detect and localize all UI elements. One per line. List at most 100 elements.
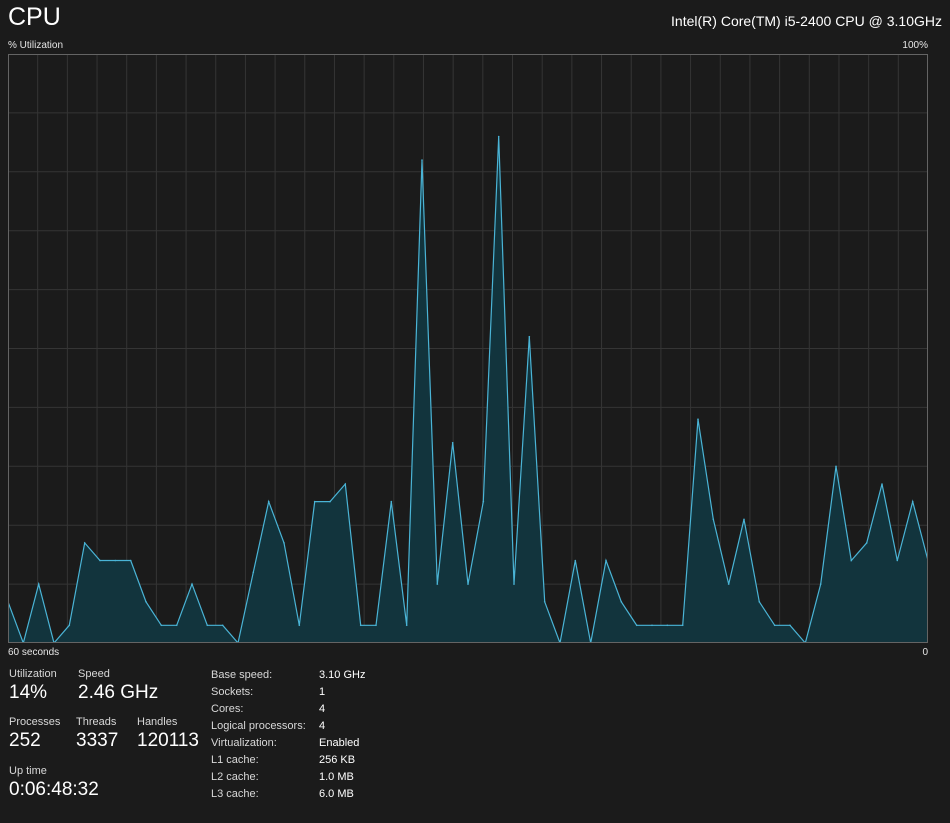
graph-y-label: % Utilization	[8, 40, 64, 51]
utilization-point	[727, 583, 730, 585]
utilization-point	[451, 441, 454, 444]
stat-threads-label: Threads	[76, 716, 117, 728]
cpu-details-table: Base speed: 3.10 GHz Sockets: 1 Cores: 4 Lo…	[211, 668, 365, 804]
utilization-point	[283, 542, 285, 544]
utilization-point	[467, 583, 469, 585]
utilization-point	[436, 583, 439, 585]
detail-row-l2-cache: L2 cache: 1.0 MB	[211, 770, 365, 787]
utilization-point	[145, 601, 147, 603]
stat-speed: Speed 2.46 GHz	[78, 668, 158, 704]
graph-y-max-label: 100%	[902, 40, 928, 51]
stat-utilization-label: Utilization	[9, 668, 57, 680]
stat-handles-label: Handles	[137, 716, 178, 728]
detail-key: L2 cache:	[211, 771, 259, 783]
utilization-point	[344, 483, 347, 485]
utilization-point	[911, 500, 914, 503]
utilization-point	[252, 571, 255, 574]
stat-handles-value: 120113	[137, 730, 199, 751]
utilization-point	[543, 601, 546, 603]
detail-key: Base speed:	[211, 669, 273, 681]
utilization-point	[99, 559, 101, 562]
graph-grid	[8, 54, 928, 643]
utilization-point	[620, 601, 623, 603]
detail-key: L1 cache:	[211, 754, 259, 766]
utilization-point	[697, 418, 699, 421]
utilization-area-fill	[8, 136, 928, 643]
utilization-point	[206, 624, 209, 627]
detail-key: Sockets:	[211, 686, 254, 698]
utilization-point	[881, 483, 883, 485]
utilization-point	[712, 518, 715, 521]
utilization-point	[482, 500, 485, 503]
graph-border	[8, 54, 928, 643]
utilization-point	[819, 583, 822, 585]
utilization-series-line	[8, 136, 928, 643]
utilization-point	[513, 583, 515, 585]
stat-processes-value: 252	[9, 730, 41, 751]
stat-speed-label: Speed	[78, 668, 110, 680]
utilization-point	[160, 624, 163, 627]
detail-value: 3.10 GHz	[319, 669, 366, 681]
page-title: CPU	[8, 3, 61, 31]
utilization-point	[758, 601, 761, 603]
utilization-point	[68, 624, 71, 627]
utilization-point	[865, 542, 868, 544]
utilization-point	[497, 135, 500, 138]
utilization-point	[83, 542, 86, 544]
utilization-point	[666, 624, 669, 627]
utilization-point	[835, 465, 837, 468]
detail-key: L3 cache:	[211, 788, 259, 800]
utilization-point	[681, 624, 684, 627]
utilization-point	[313, 500, 316, 503]
utilization-point	[191, 583, 193, 585]
detail-row-l3-cache: L3 cache: 6.0 MB	[211, 787, 365, 804]
detail-row-base-speed: Base speed: 3.10 GHz	[211, 668, 365, 685]
stat-threads-value: 3337	[76, 730, 119, 751]
detail-value: 4	[319, 703, 326, 715]
detail-value: 1	[319, 686, 326, 698]
graph-time-span-label: 60 seconds	[8, 647, 60, 658]
detail-row-sockets: Sockets: 1	[211, 685, 365, 702]
utilization-point	[421, 159, 423, 161]
stat-uptime-label: Up time	[9, 765, 47, 777]
utilization-point	[298, 624, 301, 627]
stat-utilization: Utilization 14%	[9, 668, 57, 704]
utilization-point	[37, 583, 40, 585]
utilization-point	[635, 624, 638, 627]
detail-key: Logical processors:	[211, 720, 306, 732]
utilization-point	[359, 624, 362, 627]
stat-processes-label: Processes	[9, 716, 61, 728]
utilization-point	[405, 624, 408, 627]
utilization-point	[896, 559, 899, 562]
utilization-point	[375, 624, 377, 627]
detail-value: 6.0 MB	[319, 788, 354, 800]
utilization-point	[651, 624, 653, 627]
detail-value: 1.0 MB	[319, 771, 354, 783]
utilization-point	[605, 559, 607, 562]
stat-utilization-value: 14%	[9, 682, 48, 703]
utilization-point	[850, 559, 853, 562]
utilization-point	[574, 559, 577, 562]
utilization-point	[528, 335, 531, 338]
utilization-point	[175, 624, 178, 627]
detail-row-virtualization: Virtualization: Enabled	[211, 736, 365, 753]
detail-value: 256 KB	[319, 754, 356, 766]
stat-uptime-value: 0:06:48:32	[9, 779, 99, 800]
cpu-model-name: Intel(R) Core(TM) i5-2400 CPU @ 3.10GHz	[671, 13, 942, 29]
stat-speed-value: 2.46 GHz	[78, 682, 159, 703]
detail-value: 4	[319, 720, 326, 732]
stat-threads: Threads 3337	[76, 716, 118, 752]
utilization-point	[221, 624, 224, 627]
detail-value: Enabled	[319, 737, 360, 749]
utilization-point	[114, 559, 117, 562]
utilization-point	[789, 624, 791, 627]
utilization-point	[267, 500, 270, 503]
detail-row-l1-cache: L1 cache: 256 KB	[211, 753, 365, 770]
utilization-point	[129, 559, 132, 562]
detail-row-cores: Cores: 4	[211, 702, 365, 719]
utilization-point	[773, 624, 776, 627]
utilization-point	[743, 518, 745, 521]
stat-handles: Handles 120113	[137, 716, 199, 752]
stat-uptime: Up time 0:06:48:32	[9, 765, 99, 801]
